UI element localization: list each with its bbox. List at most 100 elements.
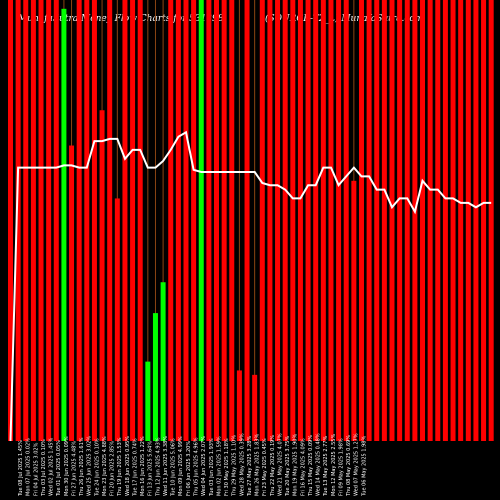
x-tick-label: Thu 12 Jun 2025 4.93% [155,437,161,497]
bar [465,0,471,441]
bar [275,0,281,441]
bar [130,0,136,441]
x-tick-label: Wed 28 May 2025 0.39% [239,433,245,496]
x-tick-labels: Tue 08 Jul 2025 1.45% Mon 07 Jul 2025 0.0… [18,433,367,497]
bar [282,0,288,441]
bar [450,0,456,441]
bar [15,0,21,441]
bar [46,0,52,441]
x-tick-label: Wed 14 May 2025 0.48% [316,433,322,496]
x-tick-label: Fri 23 May 2025 0.45% [262,438,268,496]
x-tick-label: Fri 13 Jun 2025 5.64% [148,441,154,496]
bar [259,0,265,441]
bar [252,374,258,441]
x-tick-label: Tue 13 May 2025 2.77% [323,436,329,497]
x-tick-label: Mon 02 Jun 2025 1.59% [216,436,222,496]
bar [53,0,59,441]
bar [236,370,242,441]
bar [358,0,364,441]
x-tick-label: Wed 21 May 2025 4.07% [277,433,283,496]
x-tick-label: Tue 27 May 2025 3.28% [247,436,253,497]
x-tick-label: Thu 29 May 2025 1.10% [232,435,238,497]
bar [343,0,349,441]
bar [38,0,44,441]
bar [267,0,273,441]
x-tick-label: Fri 20 Jun 2025 2.85% [110,441,116,496]
bar [152,313,158,441]
x-tick-label: Thu 05 Jun 2025 4.96% [193,437,199,497]
x-tick-label: Wed 18 Jun 2025 0.95% [125,436,131,496]
x-tick-label: Thu 26 Jun 2025 1.61% [79,437,85,497]
bar [420,0,426,441]
x-tick-label: Wed 02 Jul 2025 1.45% [49,437,55,496]
bar [61,8,67,441]
x-tick-label: Tue 06 May 2025 1.98% [361,436,367,497]
bar [69,145,75,441]
bar [305,0,311,441]
x-tick-label: Tue 03 Jun 2025 1.93% [209,438,215,497]
x-tick-label: Fri 06 Jun 2025 3.20% [186,441,192,496]
x-tick-label: Fri 04 Jul 2025 3.02% [33,442,39,496]
bar [320,0,326,441]
bar [107,0,113,441]
grid-lines [10,0,492,441]
bar [214,0,220,441]
bar [99,110,105,441]
bar [145,361,151,441]
bar [481,0,487,441]
bar [442,0,448,441]
x-tick-label: Tue 24 Jun 2025 0.10% [94,438,100,497]
bar [160,282,166,441]
bar [366,0,372,441]
bar [488,0,494,441]
x-tick-label: Thu 03 Jul 2025 0.10% [41,439,47,497]
x-tick-label: Fri 30 May 2025 1.18% [224,438,230,496]
bar [175,0,181,441]
bar [381,0,387,441]
x-tick-label: Tue 08 Jul 2025 1.45% [18,440,24,497]
bar [374,0,380,441]
x-tick-label: Fri 27 Jun 2025 4.48% [71,441,77,496]
money-flow-line [9,130,492,442]
x-tick-label: Tue 10 Jun 2025 5.06% [171,438,177,497]
x-tick-label: Thu 15 May 2025 0.09% [308,435,314,497]
bar [76,0,82,441]
x-tick-label: Fri 16 May 2025 4.09% [300,438,306,496]
bar [297,0,303,441]
x-tick-label: Mon 19 May 2025 1.90% [293,434,299,496]
bar [30,0,36,441]
bar [91,0,97,441]
bar [313,0,319,441]
bar [427,0,433,441]
bar [244,0,250,441]
x-tick-label: Mon 12 May 2025 2.55% [331,434,337,496]
x-tick-label: Mon 30 Jun 2025 0.09% [64,436,70,496]
x-tick-label: Mon 16 Jun 2025 1.22% [140,436,146,496]
x-tick-label: Fri 09 May 2025 1.98% [338,438,344,496]
bar [397,0,403,441]
x-tick-label: Thu 19 Jun 2025 1.53% [117,437,123,497]
x-tick-label: Tue 01 Jul 2025 0.05% [56,440,62,497]
bar [191,0,197,441]
bar [351,180,357,441]
bar [412,0,418,441]
bar [206,0,212,441]
bar [23,0,29,441]
x-tick-label: Thu 22 May 2025 0.19% [270,435,276,497]
x-tick-label: Wed 25 Jun 2025 3.02% [87,436,93,496]
x-tick-label: Tue 20 May 2025 3.75% [285,436,291,497]
x-tick-label: Wed 11 Jun 2025 3.38% [163,436,169,496]
bar [221,0,227,441]
bar [8,0,13,441]
bar [328,0,334,441]
bar-series [8,0,494,441]
bar [198,0,204,441]
bar [404,0,410,441]
x-tick-label: Tue 17 Jun 2025 0.74% [132,438,138,497]
x-tick-label: Wed 07 May 2025 1.27% [354,433,360,496]
bar [435,0,441,441]
x-tick-label: Mon 09 Jun 2025 4.99% [178,436,184,496]
x-tick-label: Mon 23 Jun 2025 4.88% [102,436,108,496]
bar [183,0,189,441]
